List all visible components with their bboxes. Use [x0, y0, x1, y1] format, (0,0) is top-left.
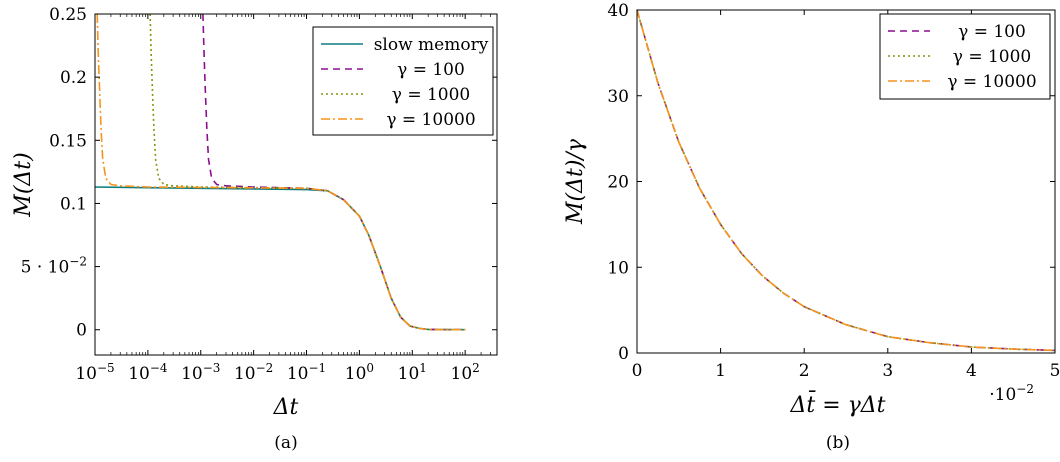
panel-a-legend-box: [312, 26, 494, 136]
panel-a-x-tick-label-4-exponent: −1: [308, 361, 326, 375]
panel-a-x-tick-label-1-exponent: −4: [150, 361, 168, 375]
panel-a-plot-frame: [94, 13, 498, 356]
panel-b-x-multiplier-exponent: −2: [1016, 382, 1034, 396]
panel-b-x-tick-label-1: 1: [715, 361, 726, 381]
panel-a-x-tick-label-1-base: 10: [128, 364, 150, 384]
panel-a-legend-label-0: slow memory: [374, 35, 489, 55]
panel-a-y-tick-label-1: 5 · 10−2: [21, 255, 87, 278]
panel-b-caption: (b): [826, 433, 850, 453]
panel-a-x-tick-label-3-exponent: −2: [256, 361, 274, 375]
panel-a-x-tick-label-2-base: 10: [181, 364, 203, 384]
panel-a-x-axis-label: Δt: [273, 395, 299, 420]
panel-b-y-tick-label-1: 10: [607, 258, 629, 278]
panel-b-x-axis-label: Δt̄ = γΔt: [789, 390, 885, 418]
panel-a-y-tick-label-4: 0.2: [60, 68, 87, 88]
panel-b: 0 1 2 3 4 5 0 10 20 30 40 ·10−2 Δt̄ = γΔt M(Δt)/γ (b) γ…: [563, 1, 1060, 453]
panel-b-x-tick-label-5: 5: [1050, 361, 1060, 381]
panel-a-y-tick-label-0: 0: [76, 321, 87, 341]
panel-b-y-tick-label-3: 30: [607, 87, 629, 107]
panel-b-x-multiplier: ·10−2: [989, 382, 1034, 405]
panel-a-x-tick-label-4-base: 10: [287, 364, 309, 384]
panel-b-x-tick-label-0: 0: [632, 361, 643, 381]
panel-b-x-tick-label-3: 3: [882, 361, 893, 381]
panel-b-legend-label-0: γ = 100: [958, 22, 1026, 42]
panel-b-y-tick-label-2: 20: [607, 173, 629, 193]
panel-a-legend: slow memory γ = 100 γ = 1000 γ = 10000: [312, 26, 494, 136]
panel-a-x-tick-label-5-exponent: 0: [366, 361, 374, 375]
panel-b-y-tick-label-0: 0: [618, 344, 629, 364]
panel-a-x-tick-label-6-exponent: 1: [419, 361, 427, 375]
panel-a-legend-label-1: γ = 100: [397, 60, 465, 80]
panel-a-x-tick-label-0-base: 10: [75, 364, 97, 384]
panel-a-x-tick-label-7: 102: [451, 361, 480, 384]
panel-b-legend: γ = 100 γ = 1000 γ = 10000: [879, 13, 1051, 100]
panel-a-x-tick-label-4: 10−1: [287, 361, 326, 384]
panel-b-legend-label-1: γ = 1000: [953, 47, 1031, 67]
panel-b-series-line-2: [636, 9, 1056, 352]
panel-b-x-tick-label-4: 4: [966, 361, 977, 381]
panel-a-x-tick-label-5-base: 10: [345, 364, 367, 384]
panel-a-y-axis-label: M(Δt): [11, 152, 36, 217]
panel-a-legend-label-3: γ = 10000: [386, 110, 475, 130]
panel-b-legend-label-2: γ = 10000: [947, 72, 1036, 92]
panel-b-y-axis-label: M(Δt)/γ: [563, 138, 588, 225]
panel-a-x-tick-label-2: 10−3: [181, 361, 220, 384]
panel-a-series-line-0: [95, 186, 466, 331]
panel-a-x-tick-label-0: 10−5: [75, 361, 114, 384]
panel-a-x-tick-label-7-exponent: 2: [472, 361, 480, 375]
panel-a-x-tick-label-0-exponent: −5: [97, 361, 115, 375]
panel-a-x-tick-label-5: 100: [345, 361, 374, 384]
panel-a-caption: (a): [274, 433, 297, 453]
panel-a-x-tick-label-6-base: 10: [398, 364, 420, 384]
panel-b-x-multiplier-base: ·10: [989, 385, 1016, 405]
panel-a-x-tick-label-7-base: 10: [451, 364, 473, 384]
panel-a-x-tick-label-6: 101: [398, 361, 427, 384]
panel-b-x-tick-label-2: 2: [799, 361, 810, 381]
panel-a-y-tick-label-1-exponent: −2: [69, 255, 87, 269]
panel-a-x-tick-label-3-base: 10: [234, 364, 256, 384]
panel-a-series-line-3: [96, 14, 466, 331]
panel-a-y-tick-label-3: 0.15: [49, 131, 87, 151]
panel-a-y-tick-label-2: 0.1: [60, 194, 87, 214]
panel-a-x-tick-label-2-exponent: −3: [203, 361, 221, 375]
panel-a-y-tick-label-5: 0.25: [49, 5, 87, 25]
panel-a-x-tick-label-3: 10−2: [234, 361, 273, 384]
panel-a-x-tick-label-1: 10−4: [128, 361, 168, 384]
panel-a-y-tick-label-1-base: 5 · 10: [21, 258, 70, 278]
panel-a-legend-label-2: γ = 1000: [392, 85, 470, 105]
panel-b-y-tick-label-4: 40: [607, 1, 629, 21]
